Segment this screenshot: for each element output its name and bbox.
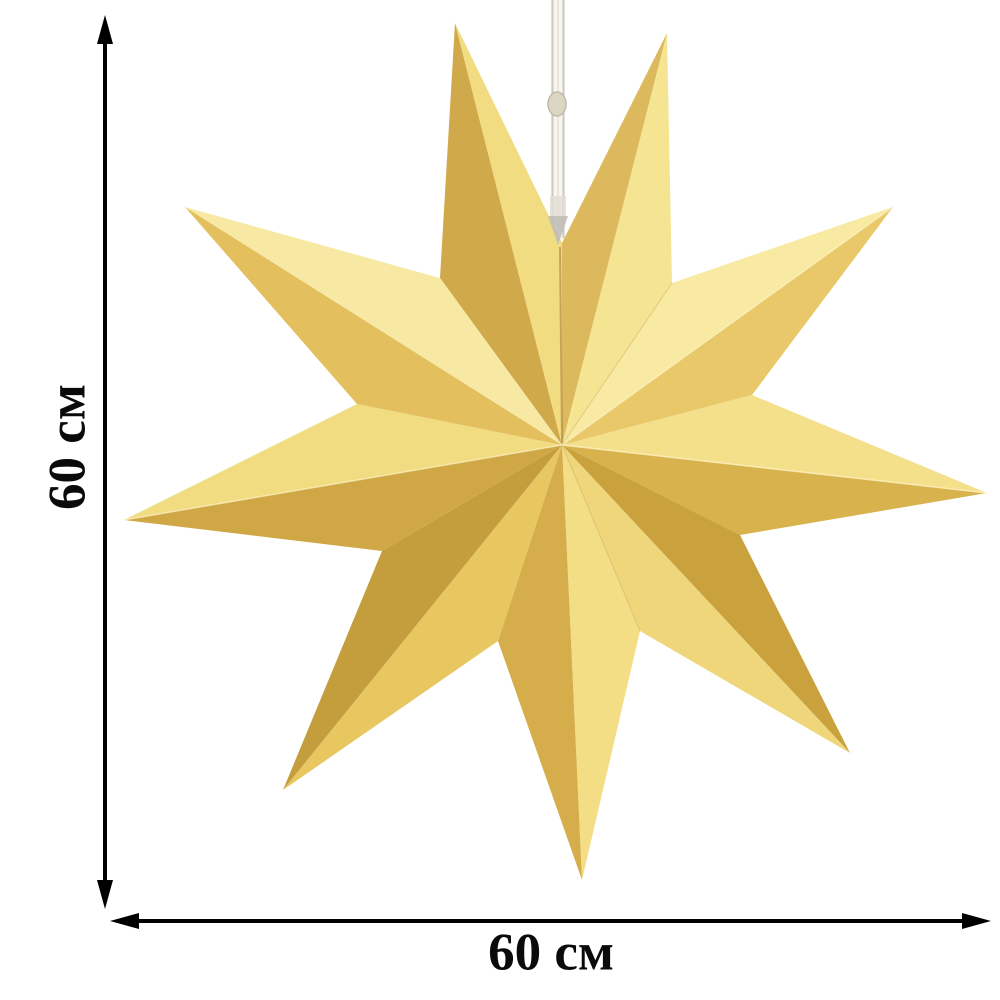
star-ridge-highlight-right (561, 444, 988, 494)
star-face-p0-right (455, 23, 562, 445)
horizontal-arrowhead-right (962, 913, 991, 929)
star-valley-line-bottom-right (561, 444, 641, 632)
vertical-arrowhead-top (97, 15, 113, 44)
cord-clip-tip (548, 216, 568, 245)
star-face-p7-right (124, 404, 562, 520)
star-face-p1-right (562, 33, 672, 445)
star-face-p3-left (562, 395, 987, 493)
cord-bead (547, 91, 567, 117)
vertical-dimension-label: 60 см (38, 384, 97, 510)
horizontal-dimension-label: 60 см (488, 923, 614, 982)
star-face-p5-left (562, 445, 640, 880)
star-valley-line-top-right (561, 282, 673, 446)
star-face-p6-right (283, 445, 562, 790)
vertical-arrowhead-bottom (97, 880, 113, 909)
star-ridge-highlight-left (123, 444, 563, 521)
horizontal-arrowhead-left (110, 913, 139, 929)
star-face-p3-right (562, 445, 987, 535)
cord-clip-body (550, 196, 566, 220)
star-face-p7-left (124, 445, 562, 551)
star-ridge-highlight-upper-right (561, 206, 894, 446)
star-face-p4-right (562, 445, 850, 753)
star-face-p0-left (440, 23, 562, 445)
star-center-seam (559, 246, 563, 444)
star-face-p5-right (498, 445, 582, 880)
star-face-p8-right (185, 207, 562, 445)
